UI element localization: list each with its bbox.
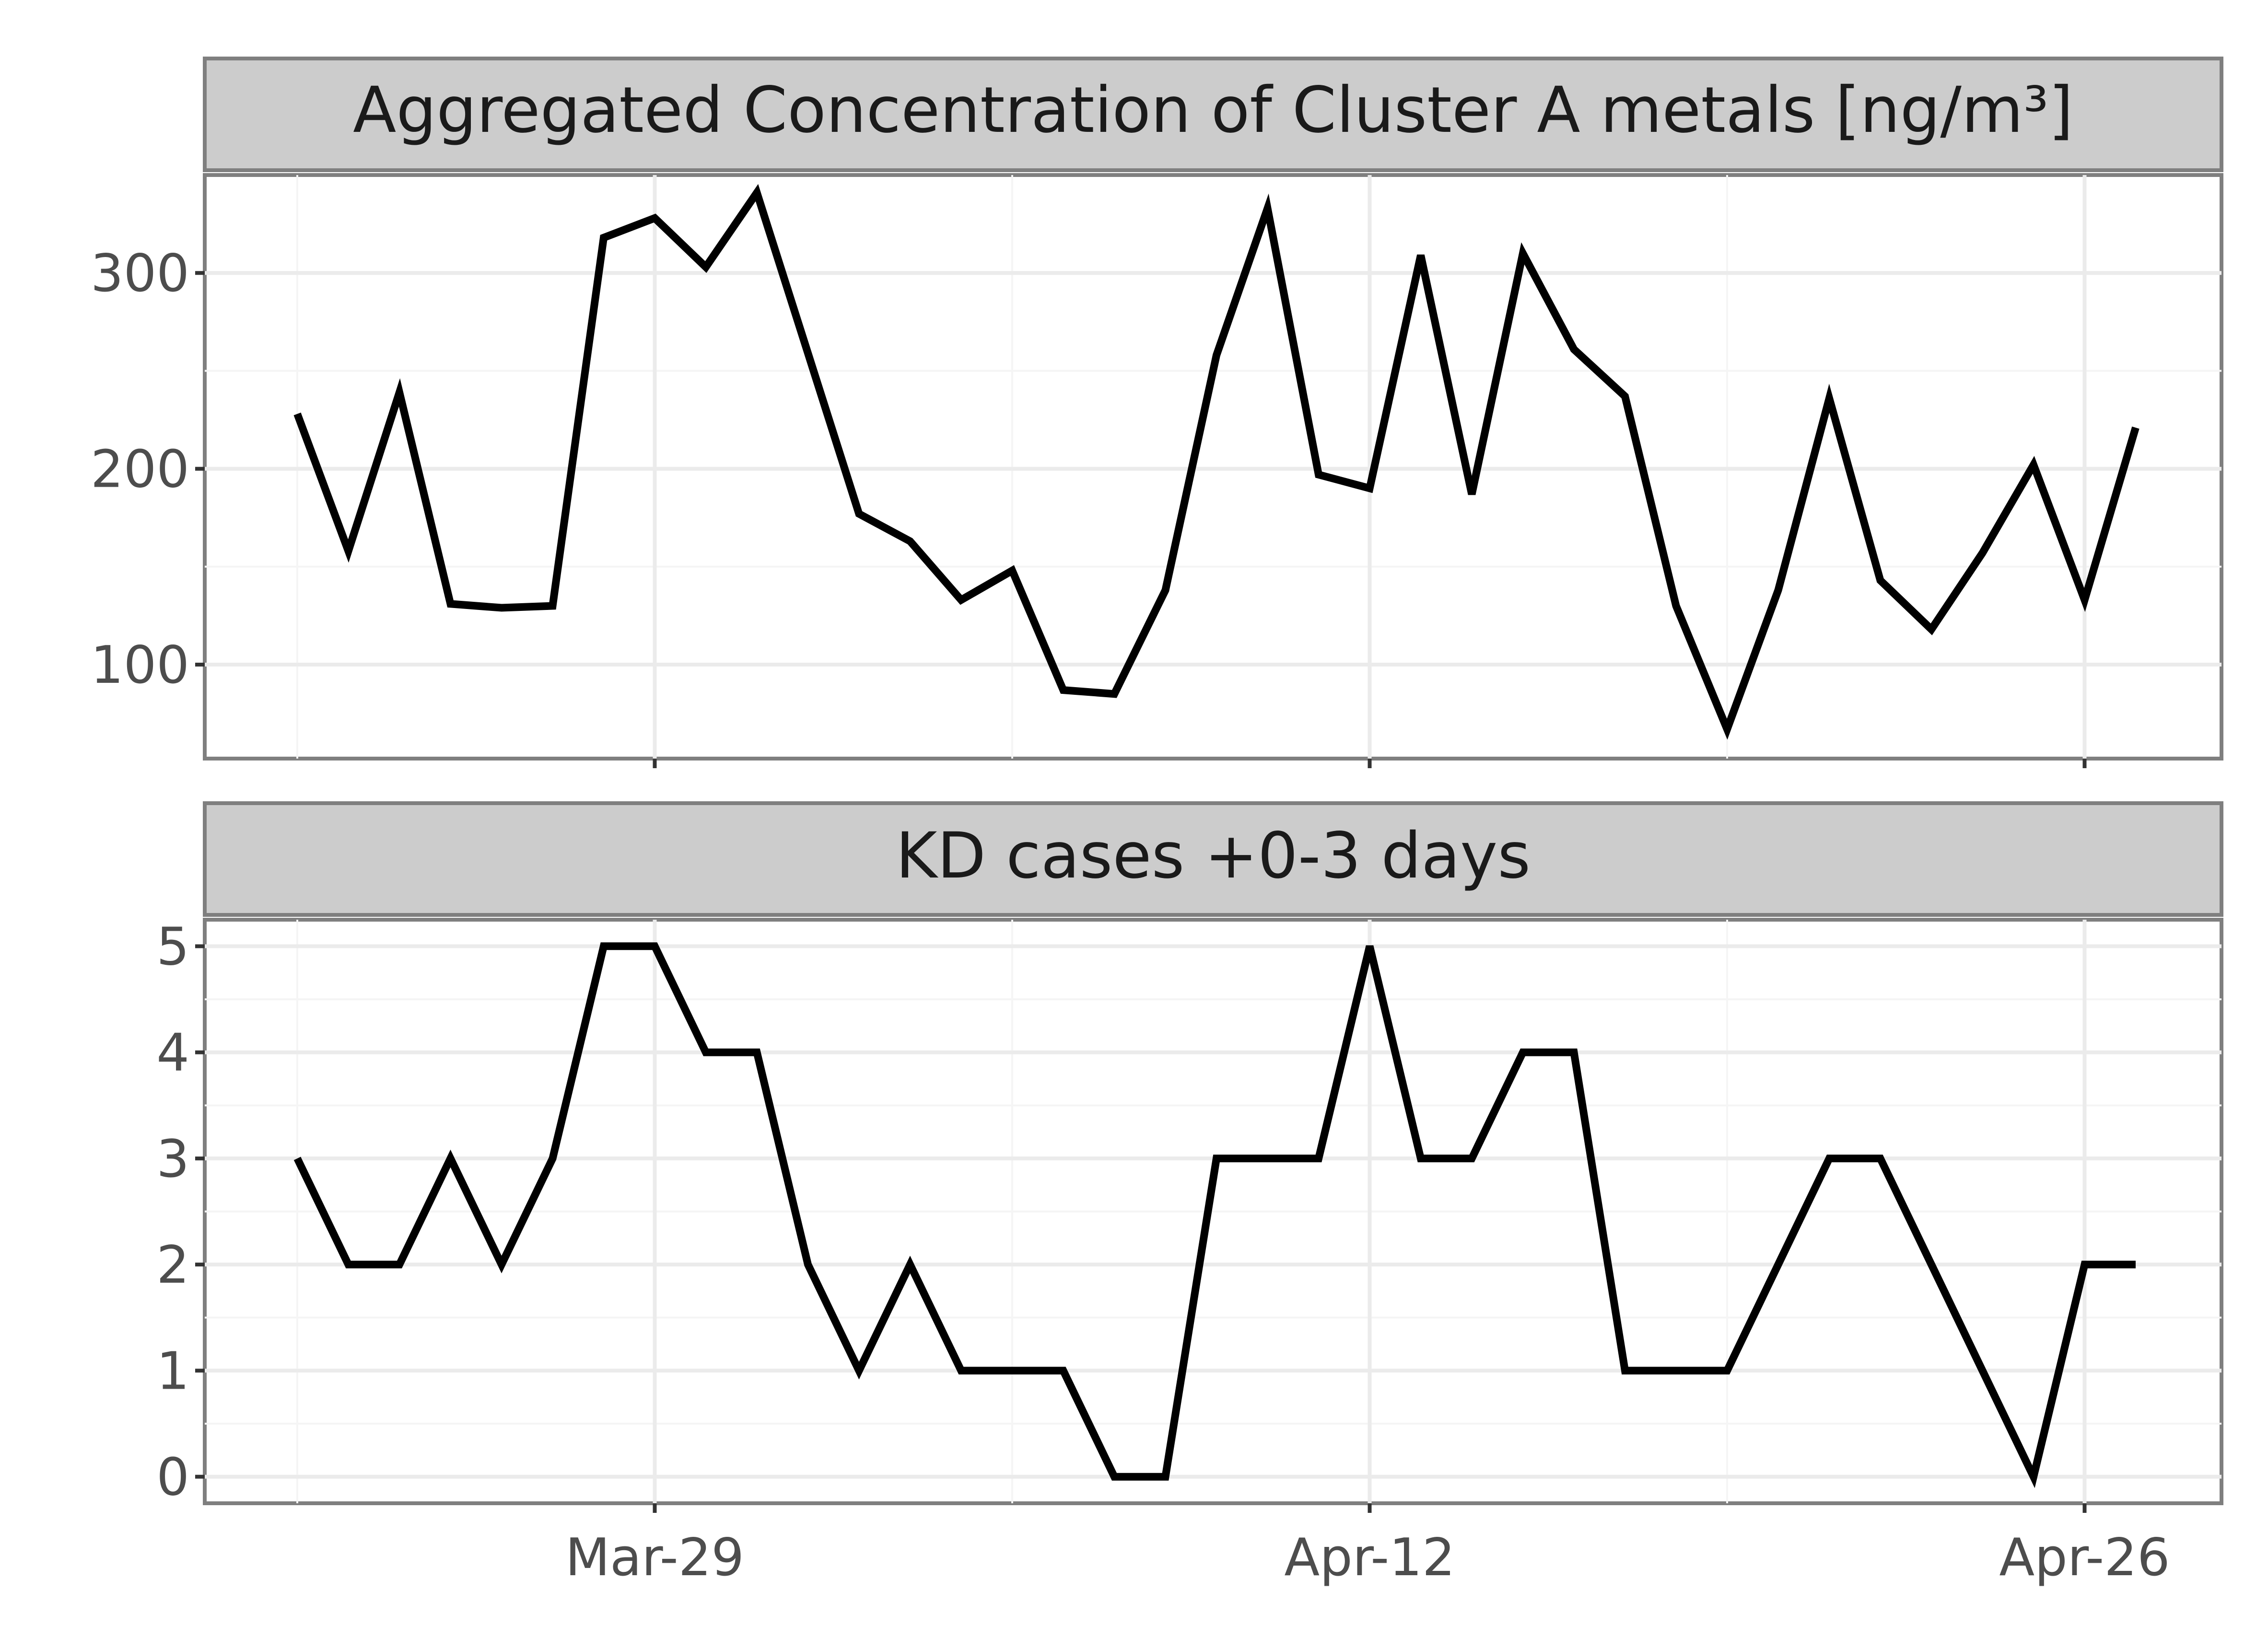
panel-bottom-title: KD cases +0-3 days [896, 819, 1531, 893]
y-tick-label: 0 [156, 1448, 189, 1508]
panel-bottom-series-line [293, 942, 2136, 1488]
panel-bottom-x-axis: Mar-29 Apr-12 Apr-26 [565, 1503, 2170, 1588]
y-tick-label: 300 [91, 244, 189, 304]
x-tick-label: Apr-26 [1999, 1528, 2170, 1588]
y-tick-label: 5 [156, 917, 189, 977]
panel-bottom-grid [205, 920, 2221, 1503]
panel-bottom-strip [203, 801, 2223, 917]
y-tick-label: 100 [91, 635, 189, 695]
x-tick-label: Apr-12 [1284, 1528, 1455, 1588]
panel-top-x-ticks [653, 759, 2087, 768]
panel-top-title: Aggregated Concentration of Cluster A me… [353, 73, 2073, 147]
panel-top-y-axis: 100 200 300 [91, 244, 205, 695]
y-tick-label: 4 [156, 1023, 189, 1083]
panel-top-series-line [293, 184, 2139, 740]
y-tick-label: 1 [156, 1341, 189, 1401]
panel-top-strip [203, 57, 2223, 172]
panel-top: Aggregated Concentration of Cluster A me… [91, 57, 2223, 768]
y-tick-label: 200 [91, 440, 189, 500]
panel-bottom-y-axis: 0 1 2 3 4 5 [156, 917, 205, 1508]
panel-top-plot-area [203, 173, 2223, 761]
panel-bottom: KD cases +0-3 days 0 1 2 3 4 5 Mar-29 Apr-12 Ap… [156, 801, 2223, 1588]
y-tick-label: 2 [156, 1235, 189, 1295]
x-tick-label: Mar-29 [565, 1528, 744, 1588]
y-tick-label: 3 [156, 1129, 189, 1189]
panel-top-grid [205, 175, 2221, 759]
